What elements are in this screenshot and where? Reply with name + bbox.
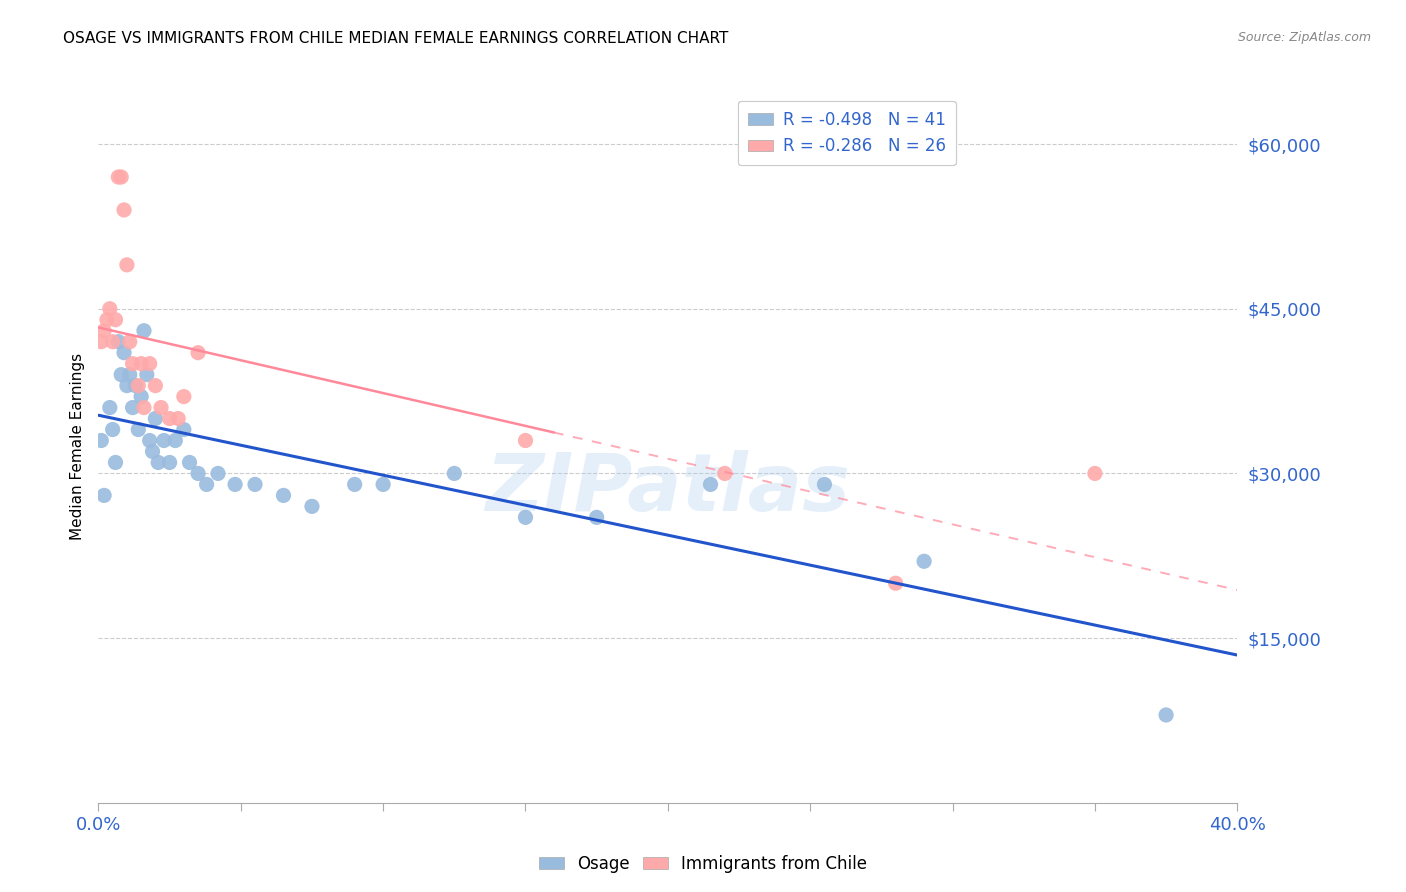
Point	[167, 411, 190, 425]
Point	[127, 378, 149, 392]
Point	[110, 368, 132, 382]
Point	[93, 324, 115, 338]
Point	[101, 334, 124, 349]
Point	[132, 401, 155, 415]
Legend: R = -0.498   N = 41, R = -0.286   N = 26: R = -0.498 N = 41, R = -0.286 N = 26	[738, 101, 956, 165]
Point	[243, 477, 266, 491]
Point	[104, 312, 127, 326]
Point	[90, 334, 112, 349]
Point	[515, 434, 537, 448]
Point	[884, 576, 907, 591]
Point	[173, 423, 195, 437]
Point	[132, 324, 155, 338]
Point	[443, 467, 465, 481]
Point	[343, 477, 366, 491]
Point	[153, 434, 176, 448]
Point	[141, 444, 163, 458]
Point	[115, 378, 138, 392]
Point	[373, 477, 395, 491]
Point	[127, 423, 149, 437]
Point	[98, 401, 121, 415]
Point	[118, 334, 141, 349]
Point	[112, 202, 135, 217]
Point	[187, 345, 209, 359]
Point	[173, 390, 195, 404]
Point	[121, 357, 143, 371]
Point	[150, 401, 173, 415]
Point	[107, 169, 129, 184]
Legend: Osage, Immigrants from Chile: Osage, Immigrants from Chile	[531, 848, 875, 880]
Point	[104, 455, 127, 469]
Point	[585, 510, 607, 524]
Point	[159, 455, 181, 469]
Point	[179, 455, 201, 469]
Point	[1084, 467, 1107, 481]
Y-axis label: Median Female Earnings: Median Female Earnings	[69, 352, 84, 540]
Point	[1154, 708, 1177, 723]
Point	[101, 423, 124, 437]
Point	[135, 368, 157, 382]
Point	[112, 345, 135, 359]
Text: OSAGE VS IMMIGRANTS FROM CHILE MEDIAN FEMALE EARNINGS CORRELATION CHART: OSAGE VS IMMIGRANTS FROM CHILE MEDIAN FE…	[63, 31, 728, 46]
Point	[714, 467, 737, 481]
Point	[110, 169, 132, 184]
Point	[195, 477, 218, 491]
Point	[699, 477, 721, 491]
Point	[129, 357, 152, 371]
Point	[301, 500, 323, 514]
Point	[124, 378, 146, 392]
Point	[98, 301, 121, 316]
Point	[138, 434, 160, 448]
Point	[912, 554, 935, 568]
Point	[145, 378, 167, 392]
Text: ZIPatlas: ZIPatlas	[485, 450, 851, 528]
Point	[121, 401, 143, 415]
Point	[138, 357, 160, 371]
Point	[273, 488, 295, 502]
Point	[129, 390, 152, 404]
Point	[813, 477, 835, 491]
Point	[159, 411, 181, 425]
Point	[224, 477, 246, 491]
Point	[107, 334, 129, 349]
Point	[515, 510, 537, 524]
Point	[187, 467, 209, 481]
Point	[145, 411, 167, 425]
Point	[90, 434, 112, 448]
Point	[93, 488, 115, 502]
Text: Source: ZipAtlas.com: Source: ZipAtlas.com	[1237, 31, 1371, 45]
Point	[96, 312, 118, 326]
Point	[165, 434, 187, 448]
Point	[115, 258, 138, 272]
Point	[148, 455, 170, 469]
Point	[207, 467, 229, 481]
Point	[118, 368, 141, 382]
